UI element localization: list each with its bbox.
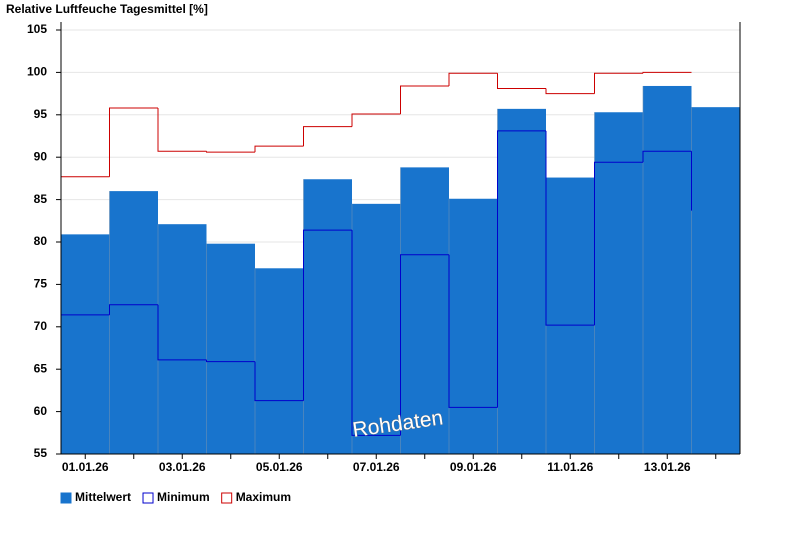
- y-tick-label: 55: [34, 446, 48, 460]
- bar: [594, 112, 643, 455]
- step-line: [642, 150, 692, 163]
- step-line: [642, 71, 692, 74]
- bar: [158, 224, 207, 454]
- step-line: [157, 304, 207, 361]
- y-tick-label: 75: [34, 277, 48, 291]
- step-line: [254, 361, 304, 402]
- x-tick-label: 09.01.26: [450, 460, 497, 474]
- x-tick-label: 01.01.26: [62, 460, 109, 474]
- step-line: [254, 145, 304, 153]
- step-line: [545, 130, 595, 326]
- y-tick-label: 85: [34, 192, 48, 206]
- step-line: [303, 126, 352, 147]
- step-line: [400, 254, 449, 436]
- x-tick-label: 03.01.26: [159, 460, 206, 474]
- bar: [206, 243, 255, 454]
- bar: [352, 203, 401, 454]
- step-line: [303, 229, 352, 401]
- step-line: [545, 88, 595, 95]
- chart-title: Relative Luftfeuche Tagesmittel [%]: [6, 2, 208, 16]
- y-tick-label: 60: [34, 404, 48, 418]
- bar: [400, 167, 449, 454]
- legend-swatch: [142, 492, 154, 504]
- x-tick-label: 13.01.26: [644, 460, 691, 474]
- legend-label: Minimum: [157, 490, 210, 504]
- step-line: [109, 304, 158, 315]
- legend-label: Mittelwert: [75, 490, 131, 504]
- y-tick-label: 100: [27, 65, 47, 79]
- y-tick-label: 105: [27, 22, 47, 36]
- step-line: [351, 230, 401, 436]
- bar: [61, 234, 110, 454]
- step-line: [448, 72, 498, 86]
- x-tick-label: 05.01.26: [256, 460, 303, 474]
- x-tick-label: 11.01.26: [547, 460, 593, 474]
- legend-swatch: [221, 492, 233, 504]
- y-tick-label: 65: [34, 361, 48, 375]
- bar: [497, 108, 546, 454]
- bar: [449, 198, 498, 454]
- step-line: [594, 161, 643, 326]
- legend-label: Maximum: [236, 490, 291, 504]
- x-tick-label: 07.01.26: [353, 460, 400, 474]
- step-line: [448, 254, 498, 408]
- y-tick-label: 90: [34, 149, 48, 163]
- bar: [303, 179, 352, 455]
- y-tick-label: 95: [34, 107, 48, 121]
- legend-swatch: [60, 492, 72, 504]
- step-line: [206, 151, 255, 153]
- bar: [109, 191, 158, 454]
- step-line: [594, 72, 643, 94]
- step-line: [497, 130, 546, 408]
- step-line: [109, 107, 158, 177]
- step-line: [206, 359, 255, 363]
- step-line: [400, 85, 449, 114]
- bar: [643, 85, 692, 454]
- step-line: [351, 113, 401, 127]
- y-tick-label: 80: [34, 234, 48, 248]
- bar: [255, 268, 304, 454]
- step-line: [157, 108, 207, 152]
- bar: [691, 107, 740, 454]
- y-tick-label: 70: [34, 319, 48, 333]
- bar: [546, 177, 595, 454]
- step-line: [497, 73, 546, 90]
